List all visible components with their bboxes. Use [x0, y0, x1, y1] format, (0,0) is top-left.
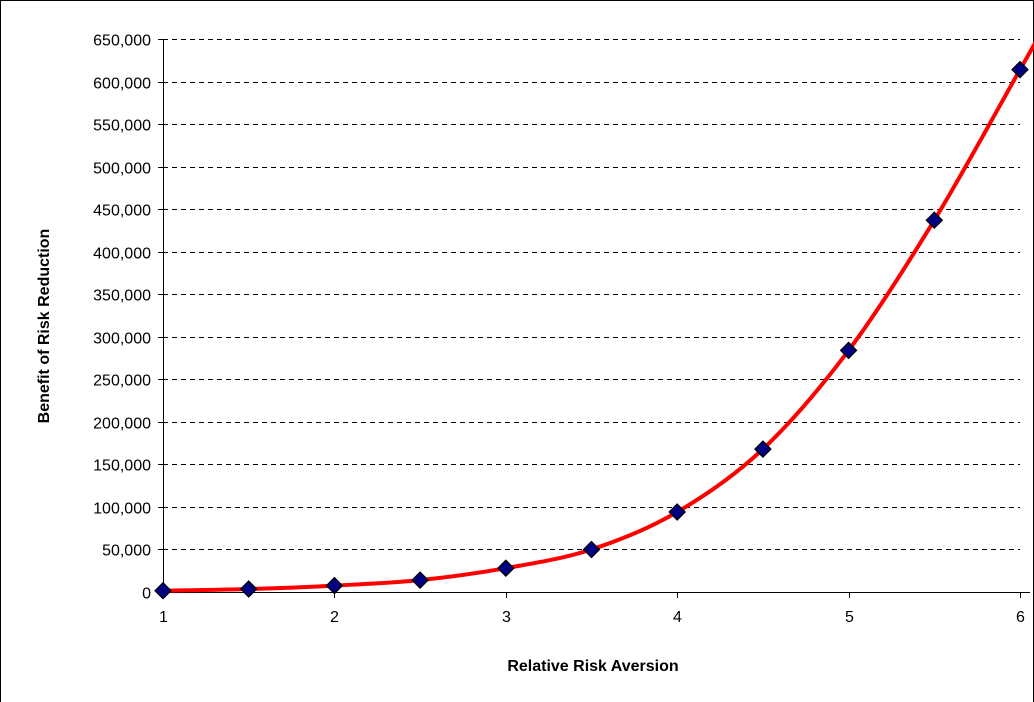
x-tick-label: 2: [330, 609, 339, 626]
data-point-marker: [925, 211, 944, 230]
y-tick-label: 400,000: [93, 246, 151, 263]
y-tick-label: 550,000: [93, 118, 151, 135]
data-point-marker: [411, 571, 429, 589]
y-tick-label: 50,000: [102, 543, 151, 560]
x-axis-title: Relative Risk Aversion: [507, 658, 678, 675]
y-tick-label: 300,000: [93, 331, 151, 348]
data-point-marker: [154, 581, 172, 600]
data-point-marker: [754, 440, 772, 458]
data-point-marker: [839, 341, 858, 360]
y-tick-label: 0: [142, 586, 151, 603]
x-tick-label: 5: [845, 609, 854, 626]
data-point-marker: [325, 576, 344, 595]
x-tick-label: 1: [159, 609, 168, 626]
y-tick-label: 450,000: [93, 203, 151, 220]
y-tick-label: 100,000: [93, 501, 151, 518]
y-tick-label: 200,000: [93, 416, 151, 433]
y-tick-label: 250,000: [93, 373, 151, 390]
x-tick-label: 3: [502, 609, 511, 626]
x-tick-label: 6: [1016, 609, 1025, 626]
x-tick-label: 4: [673, 609, 682, 626]
data-point-marker: [582, 540, 601, 559]
y-tick-label: 600,000: [93, 76, 151, 93]
data-point-marker: [668, 503, 687, 521]
data-point-marker: [1011, 60, 1029, 79]
data-point-marker: [496, 559, 515, 578]
y-axis-title: Benefit of Risk Reduction: [36, 229, 53, 424]
data-point-marker: [239, 580, 258, 598]
y-tick-label: 650,000: [93, 33, 151, 50]
y-tick-label: 500,000: [93, 161, 151, 178]
y-tick-label: 150,000: [93, 458, 151, 475]
y-tick-label: 350,000: [93, 288, 151, 305]
